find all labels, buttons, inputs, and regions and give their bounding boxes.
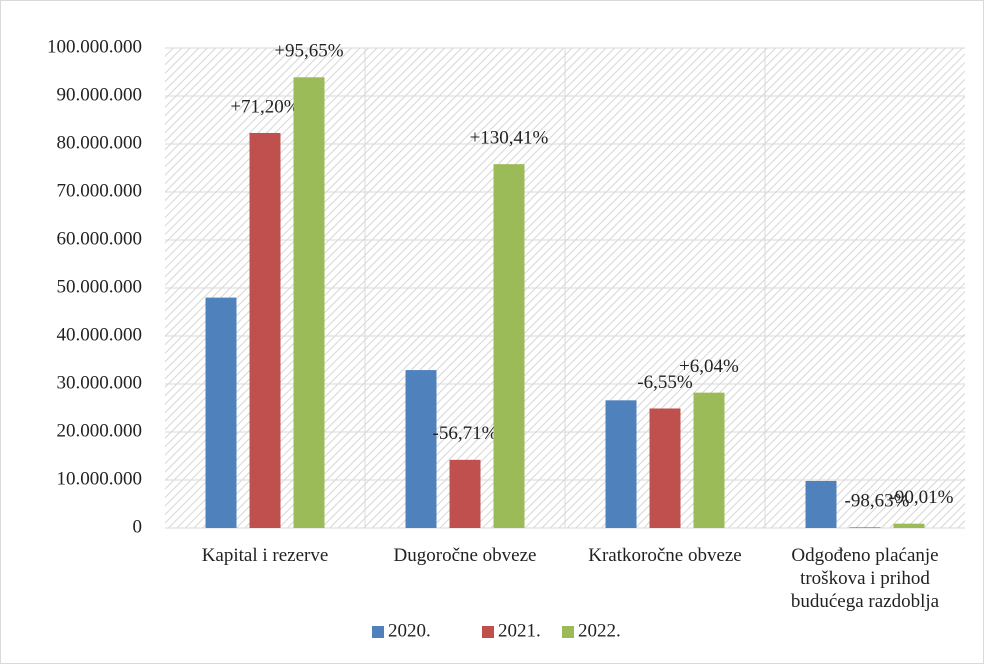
legend-label: 2022. [578,620,621,641]
bar [249,132,281,528]
y-tick-label: 80.000.000 [57,132,143,153]
y-tick-label: 90.000.000 [57,84,143,105]
bar [849,527,881,528]
change-label: +6,04% [679,356,739,377]
x-tick-label: Odgođeno plaćanje troškova i prihod budu… [790,545,940,612]
legend-label: 2021. [498,620,541,641]
change-label: -6,55% [637,372,693,393]
change-label: -98,63% [845,491,910,512]
y-tick-label: 70.000.000 [57,180,143,201]
y-tick-label: 40.000.000 [57,324,143,345]
legend-swatch [372,626,384,638]
y-tick-label: 0 [133,516,143,537]
y-tick-label: 100.000.000 [47,36,142,57]
bar [205,297,237,528]
bar [893,523,925,528]
change-label: -90,01% [889,487,954,508]
bar [605,400,637,528]
bar [649,408,681,528]
x-tick-label: Kratkoročne obveze [588,545,742,566]
change-label: +95,65% [274,41,343,62]
x-tick-label: Dugoročne obveze [393,545,537,566]
bar [493,164,525,528]
legend-swatch [482,626,494,638]
y-tick-label: 20.000.000 [57,420,143,441]
y-tick-label: 50.000.000 [57,276,143,297]
change-label: +130,41% [470,128,549,149]
y-tick-label: 10.000.000 [57,468,143,489]
bar [693,392,725,528]
y-tick-label: 30.000.000 [57,372,143,393]
bar [805,480,837,528]
bar [449,459,481,528]
change-label: -56,71% [433,423,498,444]
bar [405,370,437,528]
change-label: +71,20% [230,96,299,117]
legend-swatch [562,626,574,638]
y-tick-label: 60.000.000 [57,228,143,249]
x-tick-label: Kapital i rezerve [201,545,329,566]
bar [293,77,325,528]
legend-label: 2020. [388,620,431,641]
